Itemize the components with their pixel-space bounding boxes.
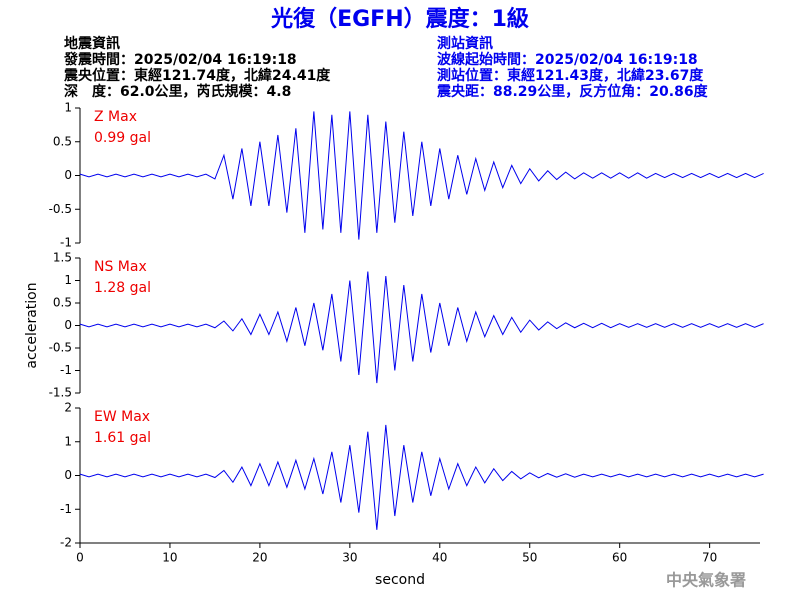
waveform — [79, 424, 764, 530]
y-axis-label: acceleration — [24, 282, 40, 368]
annotation: 1.28 gal — [94, 280, 151, 296]
y-tick-label: 1 — [64, 101, 72, 115]
info-line: 波線起始時間：2025/02/04 16:19:18 — [437, 51, 698, 68]
info-line: 深 度：62.0公里，芮氏規模：4.8 — [64, 83, 291, 100]
y-tick-label: 1 — [64, 434, 72, 448]
y-tick-label: 2 — [64, 401, 72, 415]
x-tick-label: 30 — [342, 551, 357, 565]
y-tick-label: -1 — [60, 363, 72, 377]
info-line: 震央位置：東經121.74度，北緯24.41度 — [63, 67, 331, 84]
annotation: NS Max — [94, 259, 147, 275]
x-tick-label: 20 — [252, 551, 267, 565]
waveform — [79, 271, 764, 384]
info-line: 發震時間：2025/02/04 16:19:18 — [63, 51, 297, 68]
info-line: 震央距：88.29公里，反方位角：20.86度 — [436, 83, 709, 100]
info-line: 測站資訊 — [437, 35, 493, 52]
info-line: 測站位置：東經121.43度，北緯23.67度 — [437, 67, 704, 84]
x-tick-label: 60 — [612, 551, 627, 565]
watermark: 中央氣象署 — [666, 571, 746, 590]
info-line: 地震資訊 — [64, 35, 120, 52]
y-tick-label: 0.5 — [53, 134, 72, 148]
y-tick-label: 0 — [64, 468, 72, 482]
y-tick-label: 1.5 — [53, 251, 72, 265]
x-tick-label: 70 — [702, 551, 717, 565]
chart-title: 光復（EGFH）震度：1級 — [270, 6, 529, 32]
y-tick-label: -2 — [60, 536, 72, 550]
y-tick-label: 0 — [64, 318, 72, 332]
x-tick-label: 40 — [432, 551, 447, 565]
y-tick-label: -1 — [60, 502, 72, 516]
x-axis-label: second — [375, 572, 425, 588]
y-tick-label: -1.5 — [49, 386, 72, 400]
y-tick-label: -1 — [60, 236, 72, 250]
y-tick-label: 0 — [64, 168, 72, 182]
y-tick-label: -0.5 — [49, 202, 72, 216]
y-tick-label: 0.5 — [53, 296, 72, 310]
annotation: 1.61 gal — [94, 430, 151, 446]
y-tick-label: 1 — [64, 273, 72, 287]
x-tick-label: 50 — [522, 551, 537, 565]
annotation: EW Max — [94, 409, 150, 425]
y-tick-label: -0.5 — [49, 341, 72, 355]
x-tick-label: 0 — [76, 551, 84, 565]
waveform — [79, 111, 764, 240]
annotation: Z Max — [94, 109, 137, 125]
x-tick-label: 10 — [162, 551, 177, 565]
annotation: 0.99 gal — [94, 130, 151, 146]
